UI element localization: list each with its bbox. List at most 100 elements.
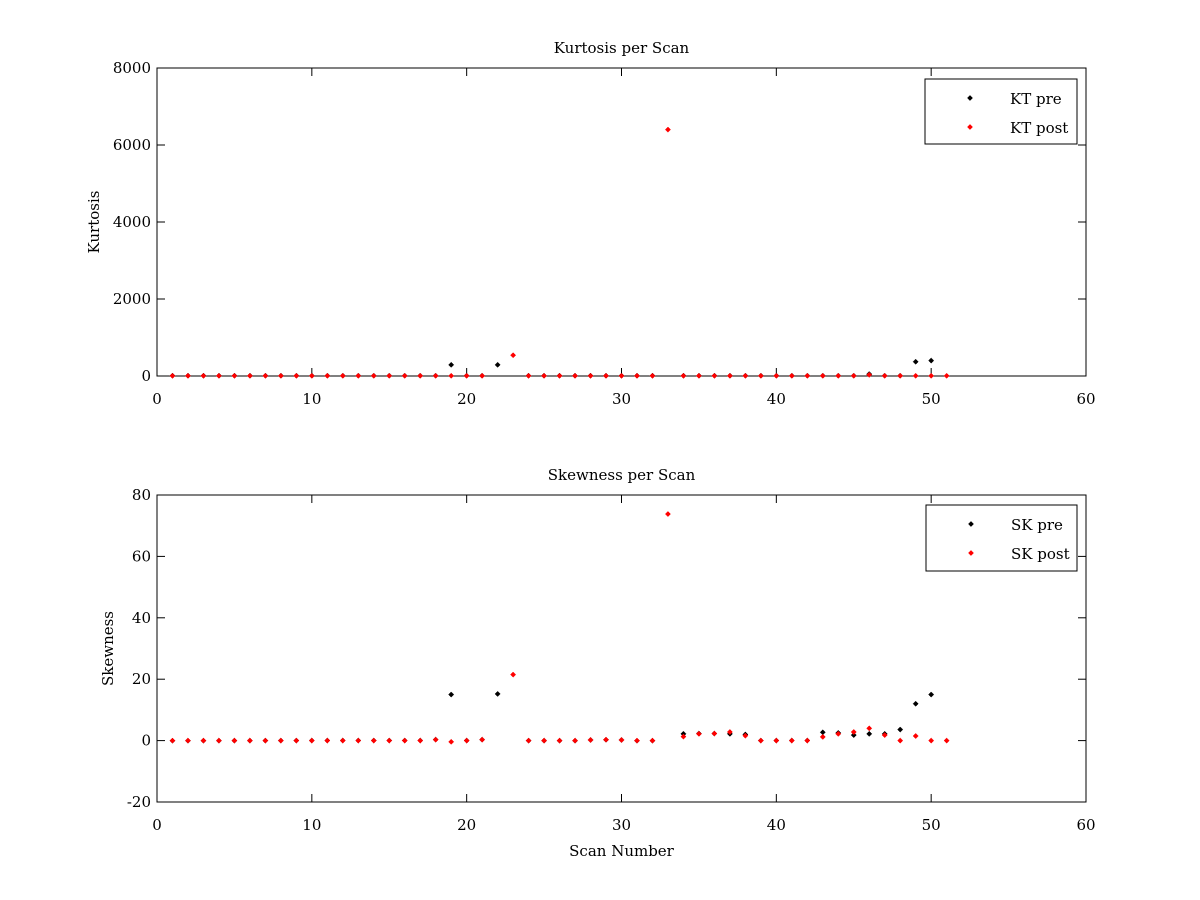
y-tick-label: 0 [141, 732, 151, 750]
data-point [510, 671, 517, 678]
y-tick-label: 4000 [113, 213, 151, 231]
data-point [742, 372, 749, 379]
data-point [866, 730, 873, 737]
legend: KT pre KT post [924, 78, 1078, 145]
data-point [572, 737, 579, 744]
data-point [664, 126, 671, 133]
y-tick-label: 0 [141, 367, 151, 385]
data-point [246, 737, 253, 744]
data-point [215, 372, 222, 379]
legend-label: KT post [1010, 119, 1068, 137]
chart-title: Kurtosis per Scan [554, 39, 690, 57]
data-point [339, 737, 346, 744]
x-tick-label: 40 [767, 816, 786, 834]
data-point [510, 352, 517, 359]
data-point [819, 372, 826, 379]
x-axis-label: Scan Number [569, 842, 675, 860]
data-point [262, 737, 269, 744]
legend-box [924, 78, 1078, 145]
series-1-points [169, 126, 950, 379]
data-point [417, 737, 424, 744]
data-point [417, 372, 424, 379]
chart-panel-1: Kurtosis per Scan 0 10 20 30 40 50 60 0 2000 4000 6… [85, 39, 1096, 408]
data-point [943, 372, 950, 379]
data-point [572, 372, 579, 379]
data-point [479, 736, 486, 743]
data-point [835, 730, 842, 737]
x-tick-label: 0 [152, 390, 162, 408]
data-point [432, 372, 439, 379]
data-point [897, 737, 904, 744]
x-tick-label: 40 [767, 390, 786, 408]
data-point [556, 372, 563, 379]
data-point [293, 737, 300, 744]
data-point [804, 372, 811, 379]
data-point [355, 372, 362, 379]
data-point [928, 372, 935, 379]
y-tick-label: 6000 [113, 136, 151, 154]
y-tick-label: 2000 [113, 290, 151, 308]
legend-marker [968, 550, 974, 556]
data-point [339, 372, 346, 379]
chart-title: Skewness per Scan [548, 466, 696, 484]
data-point [912, 700, 919, 707]
data-point [881, 732, 888, 739]
data-point [850, 372, 857, 379]
x-tick-label: 20 [457, 816, 476, 834]
data-point [185, 372, 191, 379]
x-tick-label: 10 [302, 816, 321, 834]
data-point [185, 737, 191, 744]
data-point [324, 737, 331, 744]
data-point [618, 372, 625, 379]
data-point [928, 737, 935, 744]
data-point [169, 372, 176, 379]
data-point [386, 737, 393, 744]
series-1-points [169, 511, 950, 745]
data-point [912, 358, 919, 365]
data-point [308, 372, 315, 379]
data-point [928, 357, 935, 364]
x-tick-label: 0 [152, 816, 162, 834]
data-point [788, 737, 795, 744]
data-point [448, 691, 455, 698]
data-point [819, 733, 826, 740]
data-point [401, 372, 408, 379]
data-point [448, 372, 455, 379]
data-point [479, 372, 486, 379]
x-tick-label: 50 [922, 390, 941, 408]
data-point [726, 372, 733, 379]
data-point [742, 732, 749, 739]
data-point [664, 511, 671, 517]
data-point [912, 733, 919, 739]
data-point [773, 372, 780, 379]
data-point [634, 737, 640, 744]
data-point [680, 733, 687, 740]
x-tick-label: 60 [1076, 390, 1095, 408]
data-point [169, 737, 176, 744]
data-point [850, 732, 857, 739]
data-point [448, 738, 455, 745]
data-point [215, 737, 222, 744]
data-point [788, 372, 795, 379]
data-point [262, 372, 269, 379]
x-tick-label: 20 [457, 390, 476, 408]
x-tick-label: 50 [922, 816, 941, 834]
legend-marker [967, 124, 973, 130]
data-point [293, 372, 300, 379]
data-point [525, 737, 532, 744]
data-point [866, 725, 873, 732]
data-point [897, 372, 904, 379]
data-point [494, 361, 501, 368]
data-point [308, 737, 315, 744]
x-tick-label: 60 [1076, 816, 1095, 834]
data-point [757, 372, 764, 379]
legend-label: SK pre [1011, 516, 1063, 534]
y-tick-label: 8000 [113, 59, 151, 77]
legend: SK pre SK post [925, 504, 1078, 572]
data-point [680, 372, 687, 379]
data-point [200, 737, 207, 744]
y-axis-label: Skewness [99, 611, 117, 686]
